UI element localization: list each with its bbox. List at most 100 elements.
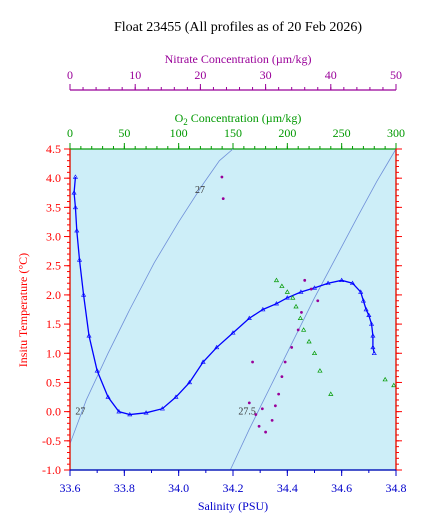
nitrate-tick-label-5: 50 bbox=[390, 68, 402, 82]
chart-title: Float 23455 (All profiles as of 20 Feb 2… bbox=[114, 20, 362, 35]
nitrate-points bbox=[220, 175, 320, 434]
salinity-point-23 bbox=[311, 285, 318, 290]
salinity-profile bbox=[71, 174, 377, 417]
isopycnal-label-0-1: 27 bbox=[75, 407, 85, 418]
nitrate-tick-label-1: 10 bbox=[129, 68, 141, 82]
salinity-point-18 bbox=[246, 315, 252, 320]
nitrate-point-5 bbox=[300, 311, 303, 314]
temperature-tick-label-0: -1.0 bbox=[42, 463, 61, 477]
oxygen-tick-label-5: 250 bbox=[333, 126, 351, 140]
temperature-tick-label-8: 3.0 bbox=[46, 230, 61, 244]
nitrate-point-8 bbox=[283, 360, 287, 364]
nitrate-tick-label-3: 30 bbox=[260, 68, 272, 82]
salinity-point-1 bbox=[71, 190, 77, 195]
oxygen-tick-label-2: 100 bbox=[170, 126, 188, 140]
nitrate-axis: Nitrate Concentration (µm/kg) 0 10 20 30 40 5… bbox=[67, 52, 402, 91]
salinity-point-34 bbox=[371, 350, 377, 355]
salinity-point-25 bbox=[339, 277, 345, 283]
nitrate-point-11 bbox=[273, 404, 277, 408]
nitrate-point-2 bbox=[303, 278, 307, 282]
oxygen-point-4 bbox=[293, 303, 299, 309]
oxygen-point-12 bbox=[391, 382, 397, 388]
salinity-point-8 bbox=[105, 394, 111, 399]
nitrate-point-17 bbox=[260, 407, 264, 411]
salinity-point-2 bbox=[72, 204, 78, 210]
plot-area bbox=[69, 148, 397, 471]
salinity-tick-label-1: 33.8 bbox=[114, 481, 135, 495]
nitrate-point-1 bbox=[221, 197, 225, 201]
salinity-point-0 bbox=[72, 174, 78, 179]
salinity-point-26 bbox=[350, 280, 356, 285]
oxygen-point-7 bbox=[306, 338, 312, 344]
temperature-axis: -1.0 -0.5 0.0 0.5 1.0 1.5 2.0 2.5 3.0 3.5 4.0 4.5 I… bbox=[16, 142, 402, 477]
salinity-point-15 bbox=[200, 359, 206, 364]
temperature-tick-label-10: 4.0 bbox=[46, 171, 61, 185]
oxygen-tick-label-1: 50 bbox=[118, 126, 130, 140]
oxygen-tick-label-4: 200 bbox=[278, 126, 296, 140]
salinity-point-5 bbox=[81, 292, 87, 297]
salinity-point-31 bbox=[369, 321, 375, 326]
salinity-tick-label-0: 33.6 bbox=[60, 481, 81, 495]
salinity-point-20 bbox=[273, 301, 279, 306]
oxygen-point-9 bbox=[317, 368, 323, 373]
oxygen-axis: O2 Concentration (µm/kg) 0 50 100 150 200 250… bbox=[67, 111, 405, 149]
salinity-axis-label: Salinity (PSU) bbox=[198, 499, 268, 513]
nitrate-point-3 bbox=[309, 287, 313, 291]
temperature-tick-label-1: -0.5 bbox=[42, 434, 61, 448]
salinity-point-33 bbox=[370, 344, 376, 350]
salinity-point-10 bbox=[127, 411, 133, 417]
salinity-point-29 bbox=[363, 306, 369, 312]
oxygen-tick-label-0: 0 bbox=[67, 126, 73, 140]
nitrate-tick-label-2: 20 bbox=[194, 68, 206, 82]
isopycnal-label-1-0: 27.5 bbox=[238, 407, 256, 418]
nitrate-point-6 bbox=[296, 328, 300, 332]
salinity-point-21 bbox=[284, 295, 290, 300]
nitrate-axis-label: Nitrate Concentration (µm/kg) bbox=[165, 52, 312, 66]
temperature-tick-label-9: 3.5 bbox=[46, 200, 61, 214]
nitrate-point-12 bbox=[270, 418, 274, 422]
nitrate-point-13 bbox=[264, 430, 267, 434]
salinity-point-14 bbox=[187, 379, 193, 385]
salinity-axis-ticks: 33.6 33.8 34.0 34.2 34.4 34.6 34.8 bbox=[60, 470, 407, 495]
salinity-tick-label-3: 34.2 bbox=[223, 481, 244, 495]
salinity-point-27 bbox=[358, 289, 364, 294]
salinity-point-32 bbox=[370, 333, 376, 338]
oxygen-points bbox=[273, 277, 397, 396]
salinity-point-7 bbox=[94, 368, 100, 373]
oxygen-point-0 bbox=[273, 277, 280, 283]
oxygen-axis-ticks: 0 50 100 150 200 250 300 bbox=[67, 126, 405, 149]
nitrate-point-10 bbox=[277, 392, 281, 396]
salinity-point-9 bbox=[116, 409, 122, 414]
salinity-point-30 bbox=[366, 312, 372, 318]
salinity-axis: 33.6 33.8 34.0 34.2 34.4 34.6 34.8 Salinity (P… bbox=[60, 469, 407, 513]
temperature-tick-label-11: 4.5 bbox=[46, 142, 61, 156]
nitrate-tick-label-4: 40 bbox=[325, 68, 337, 82]
oxygen-point-1 bbox=[279, 283, 285, 288]
salinity-point-13 bbox=[173, 394, 179, 399]
nitrate-point-16 bbox=[247, 401, 251, 405]
nitrate-point-18 bbox=[251, 360, 254, 364]
nitrate-point-9 bbox=[280, 375, 284, 379]
salinity-point-28 bbox=[360, 298, 366, 303]
salinity-point-19 bbox=[260, 306, 266, 312]
oxygen-point-11 bbox=[382, 376, 388, 382]
isopycnal-label-0-0: 27 bbox=[195, 185, 205, 196]
salinity-point-11 bbox=[143, 410, 149, 415]
salinity-point-17 bbox=[230, 330, 236, 335]
salinity-point-22 bbox=[298, 289, 304, 294]
temperature-tick-label-4: 1.0 bbox=[46, 346, 61, 360]
oxygen-axis-label: O2 Concentration (µm/kg) bbox=[175, 111, 302, 127]
salinity-profile-line bbox=[73, 176, 375, 416]
temperature-tick-label-3: 0.5 bbox=[46, 375, 61, 389]
temperature-tick-label-6: 2.0 bbox=[46, 288, 61, 302]
temperature-tick-label-2: 0.0 bbox=[46, 405, 61, 419]
oxygen-tick-label-6: 300 bbox=[387, 126, 405, 140]
salinity-point-12 bbox=[159, 406, 165, 411]
salinity-point-24 bbox=[325, 280, 331, 285]
oxygen-point-10 bbox=[328, 391, 334, 396]
salinity-tick-label-6: 34.8 bbox=[386, 481, 407, 495]
temperature-axis-label: Insitu Temperature (°C) bbox=[16, 253, 30, 367]
nitrate-point-14 bbox=[257, 424, 261, 428]
salinity-point-3 bbox=[74, 228, 80, 233]
